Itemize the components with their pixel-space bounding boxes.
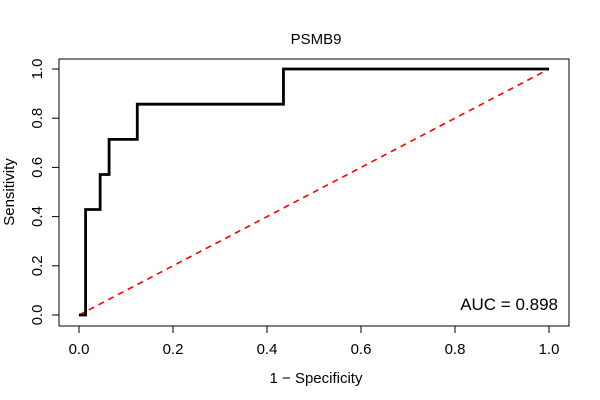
x-tick-label: 0.8 xyxy=(445,341,466,358)
x-axis: 0.0 0.2 0.4 0.6 0.8 1.0 xyxy=(69,325,560,358)
y-tick-label: 1.0 xyxy=(29,59,46,80)
y-axis-label: Sensitivity xyxy=(1,158,18,226)
reference-diagonal-line xyxy=(78,68,550,316)
series-layer xyxy=(78,67,550,317)
x-axis-label: 1 − Specificity xyxy=(270,370,363,387)
x-tick-label: 0.0 xyxy=(69,341,90,358)
y-tick-label: 0.2 xyxy=(29,255,46,276)
x-tick-label: 0.6 xyxy=(351,341,372,358)
auc-annotation: AUC = 0.898 xyxy=(460,295,558,314)
x-tick-label: 0.2 xyxy=(163,341,184,358)
y-tick-label: 0.0 xyxy=(29,305,46,326)
roc-curve-line xyxy=(79,67,549,317)
x-tick-label: 1.0 xyxy=(539,341,560,358)
y-axis: 0.0 0.2 0.4 0.6 0.8 1.0 xyxy=(29,59,60,326)
x-tick-label: 0.4 xyxy=(257,341,278,358)
chart-title: PSMB9 xyxy=(291,31,342,48)
y-tick-label: 0.4 xyxy=(29,206,46,227)
y-tick-label: 0.6 xyxy=(29,157,46,178)
y-tick-label: 0.8 xyxy=(29,108,46,129)
